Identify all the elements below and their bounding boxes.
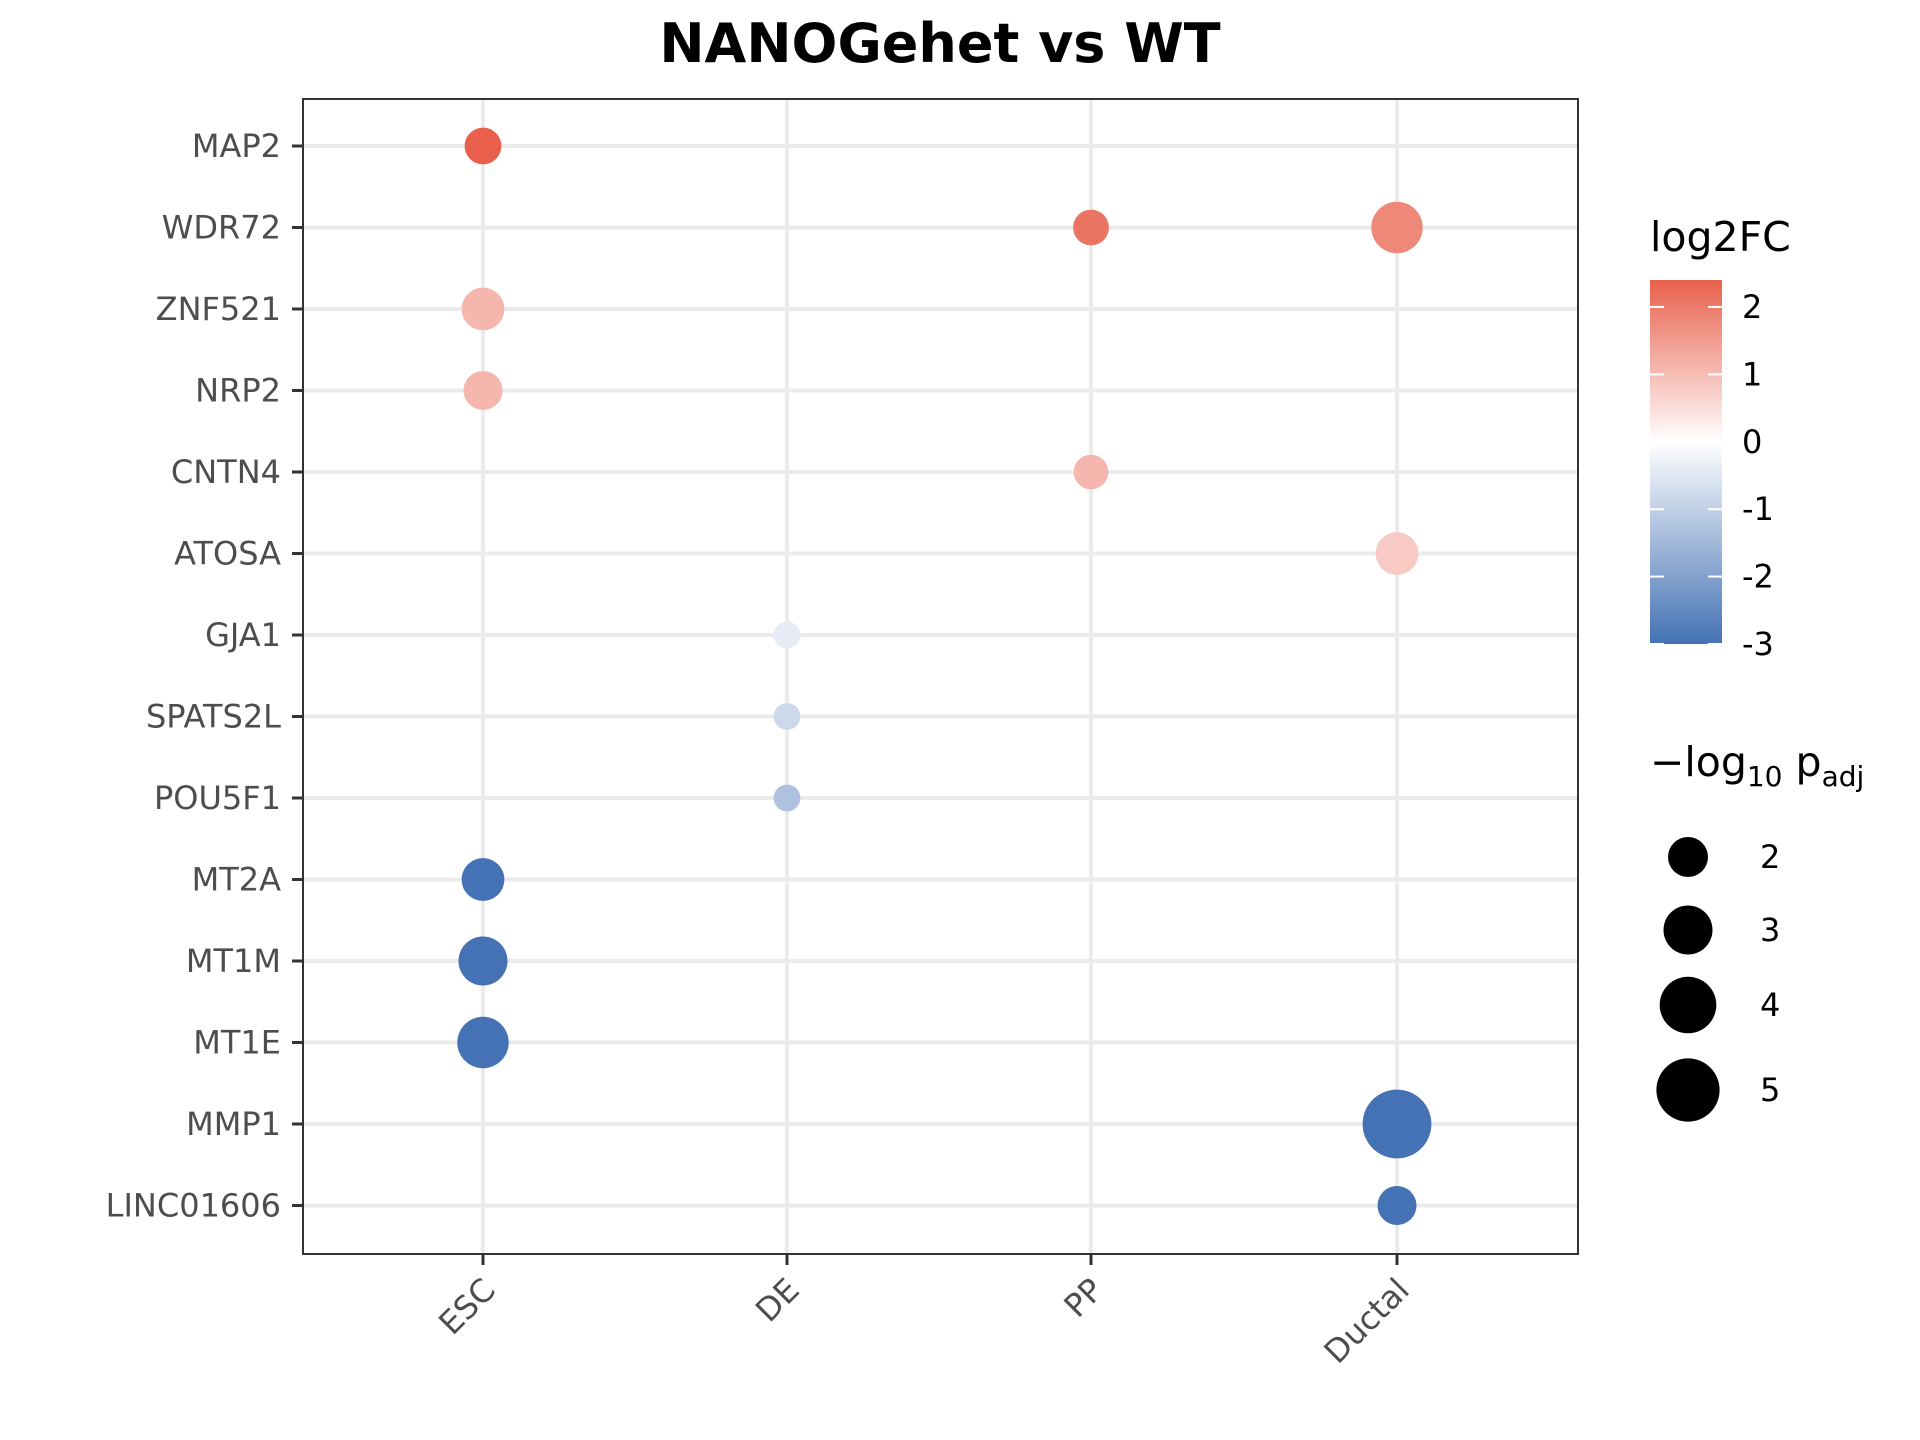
size-legend: −log10 padj 2 3 4 5 xyxy=(1650,738,1864,1122)
y-tick-label: MT1E xyxy=(193,1024,281,1062)
dot-cntn4-pp xyxy=(1073,454,1109,490)
color-legend-label: 1 xyxy=(1742,355,1762,393)
dot-linc01606-ductal xyxy=(1377,1186,1417,1225)
y-tick-label: ATOSA xyxy=(174,535,281,573)
y-tick-label: SPATS2L xyxy=(146,698,281,736)
y-tick-label: LINC01606 xyxy=(106,1187,281,1225)
grid-lines xyxy=(303,99,1578,1254)
color-legend-label: -2 xyxy=(1742,558,1774,596)
dot-mt1m-esc xyxy=(458,936,508,986)
size-legend-label: 4 xyxy=(1760,986,1780,1024)
y-tick-label: MT2A xyxy=(192,861,282,899)
dot-spats2l-de xyxy=(773,703,801,730)
y-tick-label: NRP2 xyxy=(195,372,281,410)
dot-gja1-de xyxy=(773,621,801,649)
dot-atosa-ductal xyxy=(1375,532,1419,575)
size-legend-key xyxy=(1656,1058,1720,1122)
x-tick-label: ESC xyxy=(431,1271,502,1342)
y-tick-label: POU5F1 xyxy=(154,779,281,817)
size-legend-label: 3 xyxy=(1760,911,1780,949)
x-tick-label: Ductal xyxy=(1317,1271,1417,1371)
size-legend-label: 2 xyxy=(1760,838,1780,876)
y-axis: MAP2 WDR72 ZNF521 NRP2 CNTN4 ATOSA GJA1 SPATS2L… xyxy=(106,127,303,1225)
size-legend-key xyxy=(1668,837,1708,877)
x-axis: ESC DE PP Ductal xyxy=(431,1254,1417,1371)
plot-panel-border xyxy=(302,98,1579,1255)
dot-znf521-esc xyxy=(461,287,505,331)
data-points xyxy=(457,127,1432,1225)
x-tick-label: PP xyxy=(1056,1271,1110,1325)
y-tick-label: CNTN4 xyxy=(171,453,281,491)
y-tick-label: WDR72 xyxy=(162,209,281,247)
chart-title: NANOGehet vs WT xyxy=(659,12,1220,75)
color-legend-label: -1 xyxy=(1742,490,1774,528)
dot-pou5f1-de xyxy=(773,784,801,812)
color-legend-title: log2FC xyxy=(1650,213,1791,261)
dot-mt1e-esc xyxy=(457,1016,509,1069)
dot-wdr72-pp xyxy=(1073,209,1109,246)
color-legend-label: 2 xyxy=(1742,288,1762,326)
dot-wdr72-ductal xyxy=(1371,201,1423,254)
color-legend-label: 0 xyxy=(1742,423,1762,461)
y-tick-label: MAP2 xyxy=(192,127,281,165)
color-legend: log2FC 2 1 0 -1 -2 -3 xyxy=(1650,213,1791,663)
dot-map2-esc xyxy=(464,127,502,165)
y-tick-label: MMP1 xyxy=(186,1105,281,1143)
y-tick-label: ZNF521 xyxy=(156,290,281,328)
x-tick-label: DE xyxy=(748,1271,807,1330)
size-legend-label: 5 xyxy=(1760,1071,1780,1109)
dot-nrp2-esc xyxy=(463,371,503,410)
color-legend-bar xyxy=(1650,280,1722,644)
size-legend-title: −log10 padj xyxy=(1650,738,1864,793)
y-tick-label: MT1M xyxy=(186,942,281,980)
y-tick-label: GJA1 xyxy=(205,616,281,654)
color-legend-label: -3 xyxy=(1742,625,1774,663)
dot-mmp1-ductal xyxy=(1362,1089,1432,1159)
size-legend-key xyxy=(1663,905,1713,955)
dot-mt2a-esc xyxy=(461,858,505,901)
size-legend-key xyxy=(1659,976,1717,1034)
